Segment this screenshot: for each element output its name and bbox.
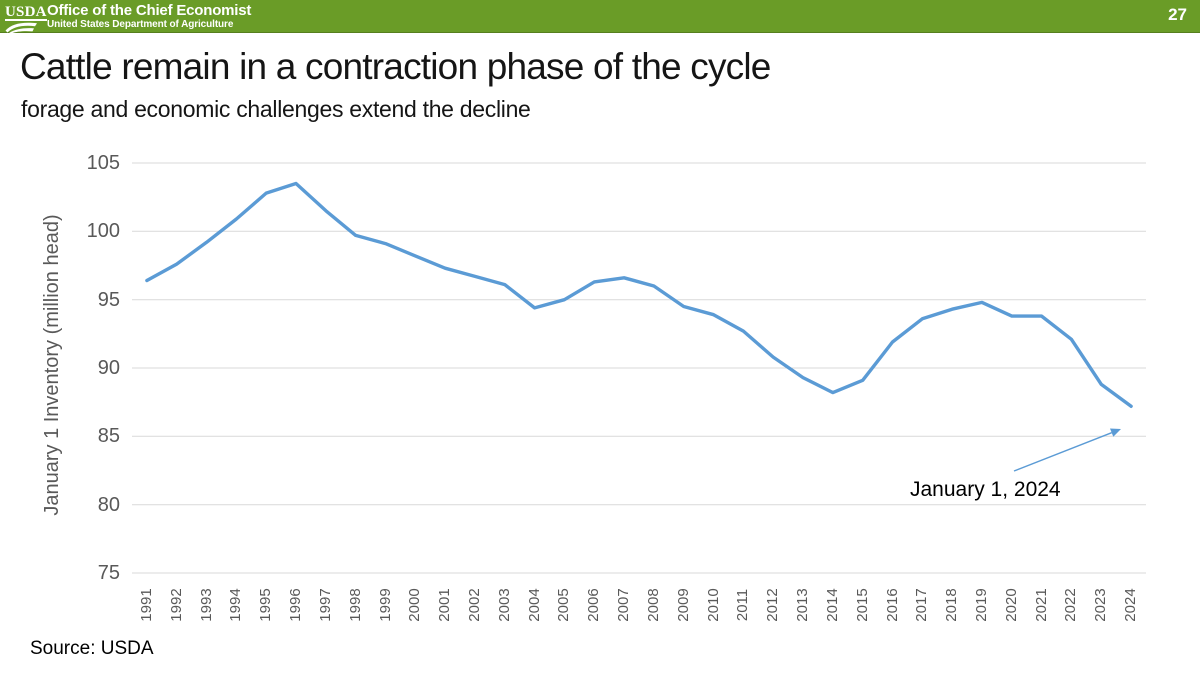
usda-logo: USDA bbox=[5, 3, 47, 33]
x-axis-tick-label: 2019 bbox=[973, 588, 990, 622]
x-axis-tick-label: 2000 bbox=[406, 588, 423, 622]
header-org: Office of the Chief Economist United Sta… bbox=[47, 2, 251, 30]
usda-logo-wordmark: USDA bbox=[5, 4, 47, 21]
x-axis-tick-label: 2002 bbox=[466, 588, 483, 622]
x-axis-tick-label: 1995 bbox=[257, 588, 274, 622]
org-subtitle: United States Department of Agriculture bbox=[47, 19, 234, 30]
x-axis-tick-label: 1994 bbox=[227, 588, 244, 622]
x-axis-tick-label: 2013 bbox=[794, 588, 811, 622]
x-axis-tick-label: 2003 bbox=[496, 588, 513, 622]
x-axis-tick-label: 2004 bbox=[526, 588, 543, 622]
page-number: 27 bbox=[1168, 5, 1187, 24]
y-axis-tick-label: 80 bbox=[97, 494, 120, 516]
header-bar: USDA Office of the Chief Economist Unite… bbox=[0, 0, 1200, 33]
x-axis-tick-label: 2009 bbox=[675, 588, 692, 622]
x-axis-tick-label: 1993 bbox=[198, 588, 215, 622]
x-axis-tick-label: 2023 bbox=[1092, 588, 1109, 622]
x-axis-tick-label: 2021 bbox=[1033, 588, 1050, 622]
x-axis-tick-label: 2024 bbox=[1122, 588, 1139, 622]
x-axis-tick-label: 2012 bbox=[764, 588, 781, 622]
x-axis-tick-label: 1997 bbox=[317, 588, 334, 622]
x-axis-tick-label: 1998 bbox=[347, 588, 364, 622]
y-axis-tick-label: 90 bbox=[97, 357, 120, 379]
x-axis-tick-label: 2018 bbox=[943, 588, 960, 622]
slide-title: Cattle remain in a contraction phase of … bbox=[20, 46, 771, 87]
x-axis-tick-label: 2006 bbox=[585, 588, 602, 622]
x-axis-tick-label: 2008 bbox=[645, 588, 662, 622]
chart-annotation: January 1, 2024 bbox=[910, 478, 1061, 501]
x-axis-tick-label: 2014 bbox=[824, 588, 841, 622]
x-axis-tick-label: 1999 bbox=[377, 588, 394, 622]
x-axis-tick-label: 2017 bbox=[913, 588, 930, 622]
x-axis-tick-label: 2015 bbox=[854, 588, 871, 622]
y-axis-tick-label: 85 bbox=[97, 425, 120, 447]
x-axis-tick-label: 1992 bbox=[168, 588, 185, 622]
x-axis-tick-label: 2020 bbox=[1003, 588, 1020, 622]
x-axis-tick-label: 2005 bbox=[555, 588, 572, 622]
y-axis-tick-label: 75 bbox=[97, 562, 120, 584]
x-axis-tick-label: 1996 bbox=[287, 588, 304, 622]
data-line bbox=[145, 181, 1133, 408]
org-title: Office of the Chief Economist bbox=[47, 2, 252, 19]
x-axis-tick-label: 1991 bbox=[138, 588, 155, 622]
y-axis-tick-label: 100 bbox=[86, 220, 120, 242]
usda-swoosh-icon bbox=[5, 22, 37, 33]
slide-subtitle: forage and economic challenges extend th… bbox=[21, 96, 531, 122]
source-note: Source: USDA bbox=[30, 638, 154, 659]
x-axis-tick-label: 2001 bbox=[436, 588, 453, 622]
x-axis-tick-label: 2022 bbox=[1062, 588, 1079, 622]
annotation-arrow bbox=[1013, 432, 1112, 472]
y-axis-tick-label: 95 bbox=[97, 289, 120, 311]
annotation-arrowhead bbox=[1110, 428, 1121, 437]
x-axis-tick-label: 2016 bbox=[884, 588, 901, 622]
x-axis-tick-label: 2007 bbox=[615, 588, 632, 622]
x-axis-tick-label: 2011 bbox=[734, 588, 751, 622]
y-axis-tick-label: 105 bbox=[86, 152, 120, 174]
x-axis-tick-label: 2010 bbox=[705, 588, 722, 622]
